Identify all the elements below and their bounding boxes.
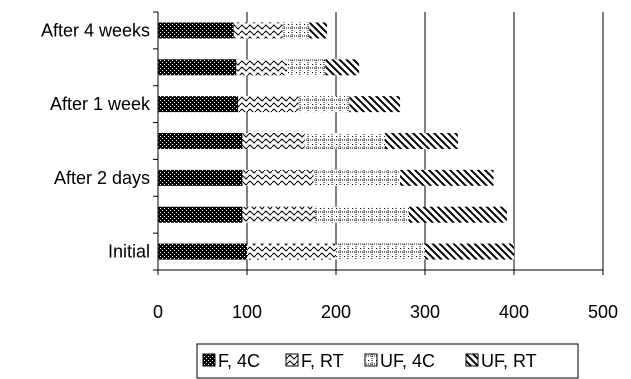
category-label: After 2 days	[54, 168, 150, 188]
bar-segment	[384, 133, 458, 149]
bar-segment	[236, 59, 288, 76]
legend-label: F, RT	[301, 351, 344, 371]
x-tick-label: 400	[499, 302, 529, 322]
bar-segment	[158, 59, 237, 76]
bars	[158, 22, 514, 260]
bar-segment	[287, 59, 326, 76]
bar-segment	[247, 243, 336, 260]
category-label: After 4 weeks	[41, 20, 150, 40]
bar-segment	[425, 243, 514, 260]
bar-segment	[400, 169, 494, 186]
bar-segment	[309, 22, 328, 39]
bar-segment	[336, 243, 425, 260]
bar-segment	[315, 206, 409, 223]
bar-segment	[313, 169, 401, 186]
axes	[153, 11, 604, 275]
legend-swatch	[285, 353, 299, 367]
bar-segment	[408, 206, 507, 223]
bar-segment	[238, 96, 299, 113]
bar-segment	[242, 133, 305, 149]
category-label: After 1 week	[50, 94, 151, 114]
bar-segment	[349, 96, 401, 113]
bar-segment	[282, 22, 310, 39]
bar-segment	[158, 169, 243, 186]
legend-label: F, 4C	[218, 351, 260, 371]
bar-segment	[158, 206, 243, 223]
x-tick-label: 0	[153, 302, 163, 322]
legend-swatch	[202, 353, 216, 367]
x-tick-label: 100	[232, 302, 262, 322]
bar-segment	[158, 243, 247, 260]
legend: F, 4C F, RT UF, 4C UF, RT	[196, 343, 579, 379]
tick-labels: Initial After 2 days After 1 week After 4 w…	[41, 20, 618, 322]
x-tick-label: 300	[410, 302, 440, 322]
category-label: Initial	[108, 242, 150, 262]
legend-label: UF, RT	[481, 351, 537, 371]
bar-segment	[158, 133, 243, 149]
bar-segment	[304, 133, 385, 149]
legend-swatch	[364, 353, 378, 367]
bar-segment	[158, 22, 234, 39]
x-tick-label: 200	[321, 302, 351, 322]
legend-swatch	[465, 353, 479, 367]
legend-box	[196, 343, 579, 379]
bar-segment	[233, 22, 283, 39]
bar-segment	[242, 169, 314, 186]
bar-segment	[298, 96, 350, 113]
bar-segment	[242, 206, 316, 223]
legend-label: UF, 4C	[380, 351, 435, 371]
bar-segment	[325, 59, 360, 76]
bar-segment	[158, 96, 239, 113]
x-tick-label: 500	[588, 302, 618, 322]
